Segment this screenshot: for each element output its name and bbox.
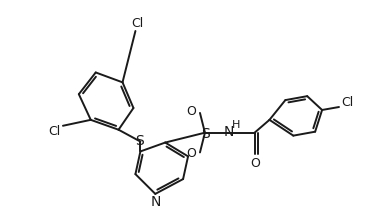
Text: S: S [201, 127, 210, 141]
Text: Cl: Cl [48, 125, 60, 138]
Text: H: H [232, 120, 240, 130]
Text: N: N [151, 195, 162, 209]
Text: O: O [186, 105, 196, 118]
Text: Cl: Cl [341, 95, 353, 109]
Text: O: O [250, 157, 261, 170]
Text: N: N [223, 125, 234, 139]
Text: O: O [186, 147, 196, 160]
Text: S: S [135, 133, 144, 148]
Text: Cl: Cl [131, 17, 143, 30]
